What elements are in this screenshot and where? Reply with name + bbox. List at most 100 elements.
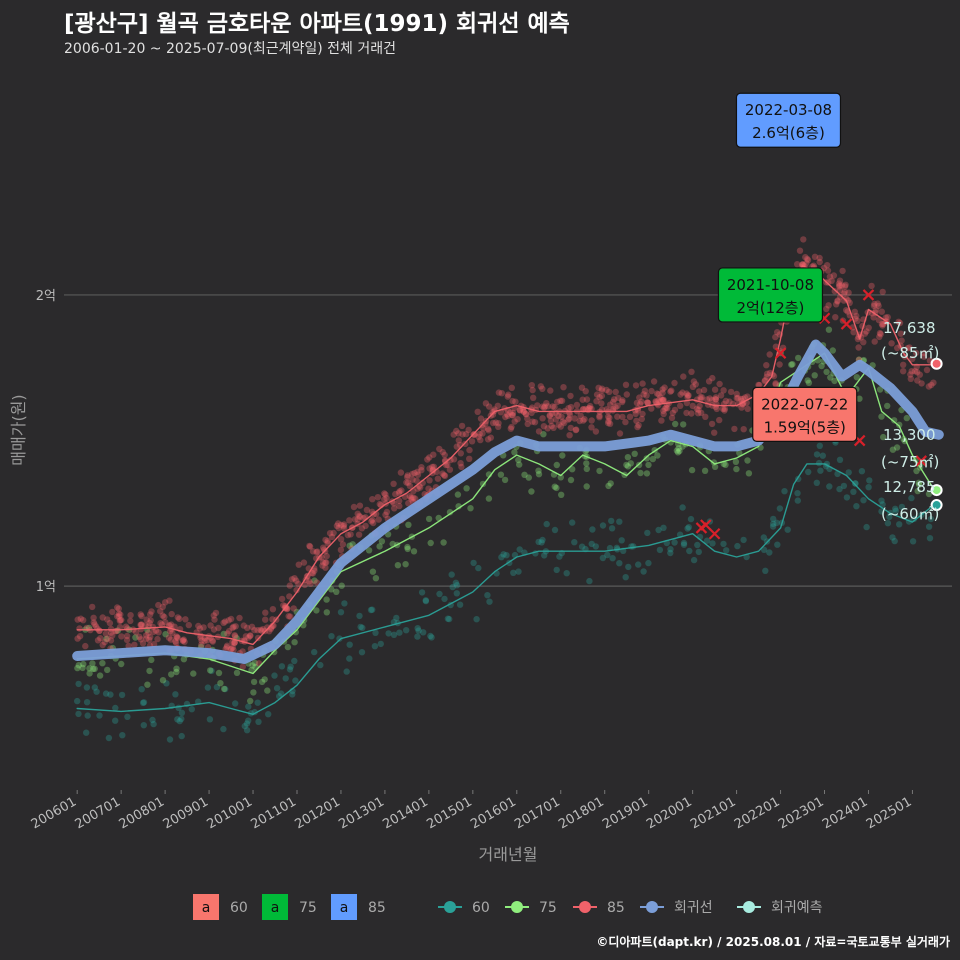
scatter-point-85	[509, 397, 516, 405]
scatter-point-85	[868, 310, 876, 317]
scatter-point-85	[77, 615, 85, 622]
series-lines	[72, 265, 944, 715]
scatter-point-85	[660, 396, 667, 403]
callout-price: 2.6억(6층)	[752, 124, 825, 142]
scatter-point-85	[174, 614, 181, 621]
scatter-point-60	[616, 560, 623, 567]
scatter-point-85	[840, 290, 848, 297]
scatter-point-75	[91, 665, 98, 672]
chart-title: [광산구] 월곡 금호타운 아파트(1991) 회귀선 예측	[64, 11, 570, 37]
scatter-point-60	[563, 570, 570, 577]
scatter-point-85	[370, 519, 377, 527]
scatter-point-60	[850, 488, 857, 495]
scatter-point-85	[619, 413, 626, 421]
scatter-point-85	[832, 314, 839, 321]
scatter-point-85	[605, 418, 612, 425]
scatter-point-85	[482, 400, 490, 407]
scatter-point-85	[102, 630, 110, 637]
scatter-point-85	[534, 402, 541, 409]
scatter-point-85	[293, 586, 300, 594]
scatter-point-85	[716, 380, 723, 388]
end-marker	[932, 359, 941, 368]
scatter-point-85	[644, 399, 651, 406]
scatter-point-85	[911, 367, 919, 375]
scatter-point-60	[414, 633, 421, 640]
scatter-point-75	[173, 668, 180, 676]
series-line-회귀선	[72, 339, 944, 664]
legend-label: 85	[368, 900, 386, 916]
scatter-point-85	[319, 559, 327, 566]
scatter-point-85	[462, 430, 470, 438]
scatter-point-85	[147, 617, 154, 624]
scatter-point-60	[75, 680, 82, 688]
scatter-point-85	[644, 399, 652, 407]
scatter-point-60	[720, 540, 727, 548]
scatter-point-60	[372, 629, 379, 636]
callout-price: 1.59억(5층)	[764, 418, 846, 436]
scatter-point-85	[354, 510, 361, 517]
scatter-point-60	[222, 685, 229, 693]
scatter-point-85	[269, 616, 276, 623]
scatter-point-60	[622, 574, 629, 581]
scatter-point-85	[174, 634, 181, 641]
scatter-point-85	[382, 511, 389, 518]
scatter-point-60	[553, 566, 560, 574]
legend-label: 60	[472, 900, 490, 916]
scatter-point-85	[616, 430, 624, 437]
scatter-point-75	[369, 568, 377, 575]
scatter-point-60	[83, 684, 91, 691]
scatter-point-85	[453, 427, 460, 435]
scatter-point-85	[763, 362, 770, 369]
scatter-point-75	[497, 471, 505, 478]
scatter-point-85	[131, 641, 138, 648]
scatter-point-85	[544, 403, 552, 410]
scatter-point-85	[836, 277, 844, 284]
scatter-point-60	[278, 690, 285, 697]
scatter-point-60	[96, 712, 103, 719]
scatter-point-85	[418, 467, 425, 474]
scatter-point-85	[410, 494, 417, 501]
scatter-point-85	[320, 546, 328, 553]
scatter-point-85	[516, 406, 524, 413]
scatter-point-85	[573, 401, 581, 409]
scatter-point-85	[878, 308, 885, 315]
scatter-point-60	[245, 717, 252, 724]
scatter-point-85	[774, 329, 781, 336]
scatter-point-85	[925, 383, 933, 390]
scatter-point-75	[220, 630, 227, 638]
scatter-point-85	[870, 314, 877, 321]
scatter-point-60	[776, 505, 784, 512]
scatter-point-60	[444, 615, 452, 622]
scatter-point-85	[895, 318, 902, 325]
scatter-point-60	[604, 551, 611, 559]
scatter-point-85	[520, 408, 527, 415]
scatter-point-60	[418, 589, 426, 596]
scatter-point-85	[524, 415, 531, 422]
scatter-point-85	[424, 456, 431, 463]
scatter-point-60	[723, 547, 730, 554]
scatter-point-85	[182, 616, 189, 623]
scatter-point-85	[811, 253, 819, 260]
scatter-point-60	[926, 535, 934, 542]
scatter-point-60	[139, 699, 147, 706]
scatter-point-75	[825, 326, 833, 333]
legend-marker	[646, 901, 658, 913]
scatter-point-75	[654, 452, 661, 459]
scatter-point-85	[362, 522, 369, 530]
scatter-point-60	[909, 538, 917, 545]
scatter-point-85	[824, 267, 832, 274]
scatter-point-85	[641, 387, 649, 394]
scatter-point-85	[928, 381, 935, 389]
scatter-point-60	[453, 590, 460, 597]
scatter-point-75	[132, 634, 139, 641]
x-tick-label: 202501	[864, 794, 914, 832]
scatter-point-85	[229, 644, 236, 651]
scatter-point-60	[427, 632, 434, 640]
scatter-point-85	[598, 400, 605, 407]
scatter-point-85	[841, 288, 848, 296]
scatter-point-60	[150, 720, 157, 728]
scatter-point-75	[80, 660, 87, 668]
scatter-point-85	[375, 516, 382, 523]
scatter-point-85	[772, 381, 779, 388]
scatter-point-60	[695, 548, 702, 556]
